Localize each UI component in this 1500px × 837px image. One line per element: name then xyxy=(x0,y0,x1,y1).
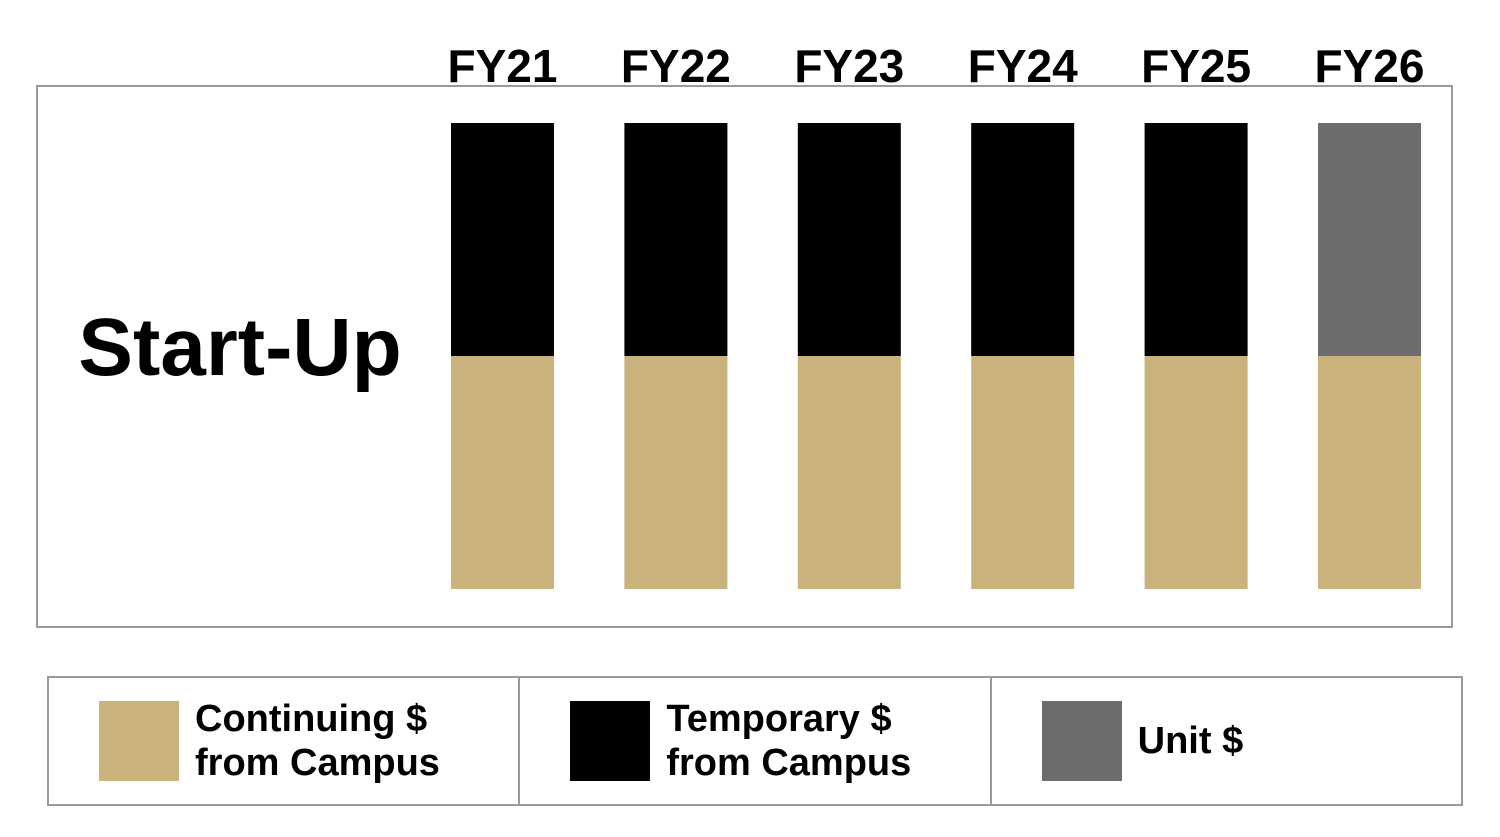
year-label-fy25: FY25 xyxy=(1141,40,1251,92)
legend-swatch-continuing xyxy=(99,701,179,781)
bar-continuing-fy26 xyxy=(1318,356,1421,589)
legend-label-unit: Unit $ xyxy=(1137,720,1244,762)
legend-label-temporary: Temporary $ from Campus xyxy=(666,698,912,784)
year-label-fy24: FY24 xyxy=(968,40,1078,92)
year-label-fy22: FY22 xyxy=(621,40,731,92)
legend-swatch-temporary xyxy=(570,701,651,781)
row-label: Start-Up xyxy=(78,302,401,393)
bar-continuing-fy22 xyxy=(624,356,728,589)
stacked-bar-chart: Start-Up FY21 FY22 FY23 FY24 FY25 FY26 xyxy=(36,40,1453,628)
legend: Continuing $ from Campus Temporary $ fro… xyxy=(47,676,1463,806)
legend-item-continuing: Continuing $ from Campus xyxy=(49,678,518,804)
year-label-fy21: FY21 xyxy=(448,40,558,92)
year-labels-group: FY21 FY22 FY23 FY24 FY25 FY26 xyxy=(448,40,1425,92)
year-label-fy23: FY23 xyxy=(794,40,904,92)
bar-temporary-fy21 xyxy=(451,123,554,356)
bar-continuing-fy24 xyxy=(971,356,1075,589)
legend-item-unit: Unit $ xyxy=(989,678,1461,804)
year-label-fy26: FY26 xyxy=(1315,40,1425,92)
bar-temporary-fy23 xyxy=(797,123,901,356)
bar-continuing-fy25 xyxy=(1144,356,1248,589)
bar-temporary-fy24 xyxy=(971,123,1075,356)
bar-continuing-fy23 xyxy=(797,356,901,589)
bar-temporary-fy22 xyxy=(624,123,728,356)
legend-label-continuing: Continuing $ from Campus xyxy=(195,698,440,784)
legend-swatch-unit xyxy=(1041,701,1122,781)
bar-unit-fy26 xyxy=(1318,123,1421,356)
legend-item-temporary: Temporary $ from Campus xyxy=(518,678,989,804)
bar-temporary-fy25 xyxy=(1144,123,1248,356)
bars-group xyxy=(451,123,1421,589)
bar-continuing-fy21 xyxy=(451,356,554,589)
